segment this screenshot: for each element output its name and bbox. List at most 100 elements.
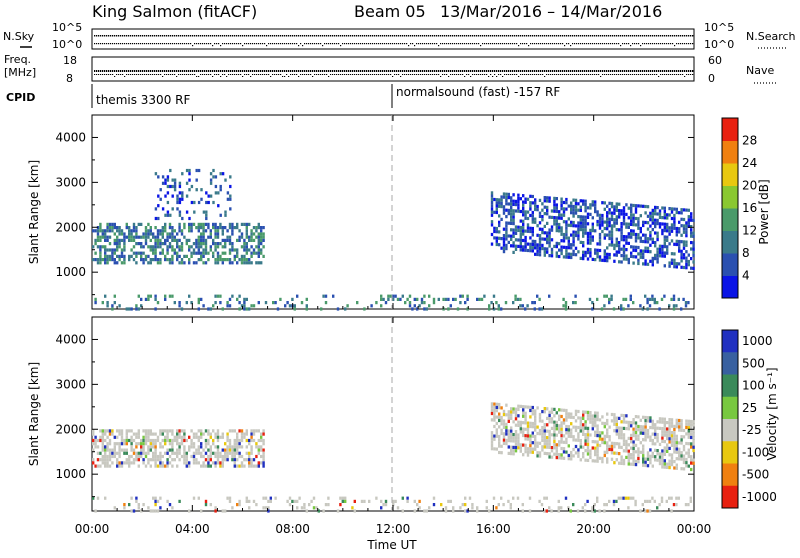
heatmap-cell: [574, 438, 578, 442]
nsky-point: [632, 35, 634, 37]
nsearch-point: [202, 43, 204, 45]
heatmap-cell: [531, 450, 534, 454]
heatmap-cell: [495, 230, 498, 234]
heatmap-cell: [680, 307, 683, 311]
heatmap-cell: [248, 464, 251, 468]
nsearch-point: [228, 43, 230, 45]
heatmap-cell: [94, 242, 97, 246]
nsky-point: [452, 35, 454, 37]
heatmap-cell: [589, 251, 592, 255]
heatmap-cell: [171, 254, 174, 258]
colorbar-tick-label: 25: [742, 401, 757, 415]
heatmap-cell: [190, 226, 193, 230]
heatmap-cell: [529, 434, 532, 438]
heatmap-cell: [99, 222, 102, 226]
heatmap-cell: [257, 438, 260, 443]
heatmap-cell: [507, 208, 510, 212]
heatmap-cell: [584, 202, 587, 206]
heatmap-cell: [678, 239, 681, 244]
heatmap-cell: [228, 258, 232, 262]
nsky-point: [286, 35, 288, 37]
nave-point: [304, 74, 306, 75]
nsearch-point: [416, 43, 418, 45]
heatmap-cell: [195, 251, 198, 255]
heatmap-cell: [522, 443, 525, 447]
nave-point: [624, 74, 626, 75]
nsearch-point: [446, 43, 448, 45]
heatmap-cell: [596, 210, 599, 214]
heatmap-cell: [560, 200, 563, 204]
nsearch-point: [614, 43, 616, 45]
heatmap-cell: [680, 467, 683, 471]
heatmap-cell: [656, 420, 659, 424]
heatmap-cell: [202, 454, 205, 459]
heatmap-cell: [214, 258, 217, 262]
heatmap-cell: [524, 427, 527, 431]
heatmap-cell: [498, 220, 501, 224]
heatmap-cell: [598, 434, 602, 438]
heatmap-cell: [144, 451, 148, 455]
heatmap-cell: [582, 231, 585, 235]
heatmap-cell: [505, 442, 508, 446]
nsky-point: [430, 35, 432, 37]
freq-point: [574, 70, 576, 72]
nsky-point: [372, 35, 374, 37]
nsearch-point: [194, 43, 196, 45]
heatmap-cell: [639, 450, 642, 454]
heatmap-cell: [178, 451, 181, 455]
nave-point: [428, 74, 430, 75]
heatmap-cell: [262, 438, 265, 443]
heatmap-cell: [584, 209, 587, 213]
heatmap-cell: [598, 431, 602, 435]
heatmap-cell: [567, 434, 570, 438]
heatmap-cell: [524, 239, 527, 243]
heatmap-cell: [615, 426, 618, 430]
nave-point: [458, 74, 460, 75]
heatmap-cell: [274, 496, 277, 500]
heatmap-cell: [651, 237, 654, 241]
nsearch-point: [536, 43, 538, 45]
heatmap-cell: [675, 233, 678, 237]
heatmap-cell: [644, 435, 647, 439]
heatmap-cell: [543, 435, 546, 439]
heatmap-cell: [149, 432, 152, 436]
heatmap-cell: [680, 419, 683, 423]
nsearch-point: [660, 43, 662, 45]
heatmap-cell: [161, 461, 164, 465]
heatmap-cell: [678, 246, 681, 250]
nave-point: [514, 74, 516, 75]
nsky-point: [292, 35, 294, 37]
heatmap-cell: [641, 307, 644, 311]
heatmap-cell: [236, 248, 239, 252]
heatmap-cell: [594, 206, 597, 210]
heatmap-cell: [245, 232, 248, 236]
heatmap-cell: [238, 464, 241, 468]
heatmap-cell: [236, 297, 239, 301]
nsearch-point: [418, 43, 420, 45]
heatmap-cell: [106, 435, 109, 439]
heatmap-cell: [195, 178, 198, 182]
heatmap-cell: [680, 240, 683, 244]
freq-point: [506, 70, 508, 72]
heatmap-cell: [507, 413, 510, 417]
heatmap-cell: [548, 234, 551, 238]
heatmap-cell: [567, 431, 570, 435]
heatmap-cell: [149, 429, 152, 433]
freq-point: [242, 70, 244, 72]
heatmap-cell: [384, 499, 388, 503]
heatmap-cell: [673, 424, 676, 428]
heatmap-cell: [594, 414, 597, 418]
heatmap-cell: [193, 200, 196, 205]
heatmap-cell: [622, 222, 626, 226]
heatmap-cell: [510, 218, 513, 222]
heatmap-cell: [670, 258, 674, 262]
heatmap-cell: [101, 301, 104, 305]
heatmap-cell: [665, 499, 668, 503]
heatmap-cell: [135, 307, 138, 311]
heatmap-cell: [675, 418, 678, 422]
heatmap-cell: [236, 435, 239, 439]
heatmap-cell: [668, 466, 671, 470]
nave-point: [478, 74, 480, 75]
heatmap-cell: [622, 254, 626, 258]
heatmap-cell: [185, 461, 188, 465]
